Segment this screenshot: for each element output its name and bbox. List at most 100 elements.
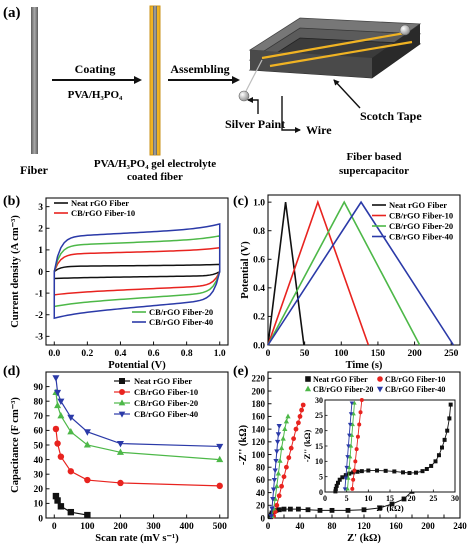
inset-data-point [375, 468, 379, 473]
inset-data-point [407, 470, 412, 475]
legend-marker [376, 386, 384, 393]
inset-data-point [353, 459, 358, 464]
panel-b-cv-chart: (b) 0.0 0.2 0.4 0.6 0.8 1.0 -3 -2 -1 0 1 2 3 Potential… [3, 194, 229, 371]
cv-curve [53, 234, 221, 308]
data-point [116, 448, 124, 455]
data-point [296, 420, 301, 426]
inset-data-point [348, 412, 354, 417]
y-axis-label: Current density (A cm⁻³) [10, 215, 21, 328]
x-tick-label: 0.4 [115, 349, 127, 359]
legend-entry: CB/rGO Fiber-40 [149, 317, 213, 327]
silver-paint-label: Silver Paint [225, 117, 285, 131]
data-point [276, 507, 282, 513]
legend-marker [304, 385, 312, 392]
data-point [274, 502, 280, 508]
x-axis-label: Scan rate (mV s⁻¹) [95, 533, 179, 544]
coated-fiber-label-2: coated fiber [127, 171, 183, 183]
data-point [117, 479, 124, 487]
data-point [282, 426, 288, 432]
x-axis-label: Time (s) [346, 360, 383, 371]
data-point [275, 470, 282, 476]
x-tick-label: 1.0 [214, 349, 226, 359]
data-point [283, 418, 290, 424]
data-point [67, 428, 75, 435]
data-point [288, 445, 294, 451]
device-label-1: Fiber based [346, 151, 401, 163]
y-tick-label: 160 [252, 412, 266, 422]
inset-data-point [357, 422, 362, 427]
device-label-2: supercapacitor [339, 165, 409, 177]
x-tick-label: 100 [334, 349, 349, 359]
data-point [54, 401, 62, 409]
inset-data-point [348, 443, 354, 448]
coating-sub-label: PVA/H₃PO₄ [68, 89, 123, 101]
x-tick-label: 400 [180, 522, 195, 532]
y-tick-label: 0.4 [253, 284, 265, 294]
inset-x-tick-label: 20 [408, 494, 416, 503]
inset-data-point [442, 437, 447, 442]
panel-c-gcd-chart: (c) 0 50 100 150 200 250 0.0 0.2 0.4 0.6 0.8 1.0 Time… [233, 194, 461, 371]
data-point [281, 506, 287, 512]
cv-curve [53, 222, 221, 320]
data-point [280, 435, 286, 441]
data-point [300, 402, 306, 408]
data-point [54, 497, 61, 504]
panel-a-label: (a) [3, 5, 21, 21]
x-tick-label: 80 [328, 521, 338, 531]
data-point [84, 476, 91, 484]
y-tick-label: 10 [34, 500, 44, 510]
legend-entry: Neat rGO Fiber [71, 198, 129, 208]
inset-y-tick-label: 30 [315, 396, 323, 405]
data-point [54, 440, 61, 447]
data-point [299, 407, 304, 413]
inset-x-axis-label: Z' (kΩ) [376, 503, 404, 513]
data-point [67, 508, 75, 516]
y-tick-label: 200 [252, 386, 266, 396]
inset-data-point [347, 422, 353, 427]
y-tick-label: 40 [256, 488, 266, 498]
x-tick-label: 0.2 [81, 349, 93, 359]
y-tick-label: 3 [38, 203, 43, 213]
data-point [54, 389, 62, 397]
legend-entry: CB/rGO Fiber-40 [134, 409, 198, 419]
inset-data-point [333, 489, 338, 494]
tape-front [250, 50, 372, 78]
y-tick-label: 60 [34, 427, 44, 437]
bare-fiber [31, 7, 38, 154]
x-tick-label: 250 [444, 349, 459, 359]
data-point [274, 483, 280, 489]
data-point [52, 425, 60, 433]
inset-x-tick-label: 10 [364, 494, 372, 503]
x-axis-label: Z' (kΩ) [347, 533, 381, 544]
legend-marker [119, 378, 125, 384]
data-point [84, 511, 91, 519]
panel-e-nyquist-chart: (e)0 40 80 120 160 200 24002040608010012014016… [233, 364, 467, 544]
x-tick-label: 0.0 [48, 349, 60, 359]
inset-data-point [420, 469, 425, 474]
data-point [389, 501, 395, 507]
y-tick-label: 90 [34, 383, 44, 393]
inset-y-tick-label: 25 [315, 411, 323, 420]
plot-frame [267, 194, 461, 346]
inset-data-point [433, 459, 438, 464]
panel-label: (b) [3, 194, 20, 209]
inset-x-tick-label: 0 [323, 494, 327, 503]
inset-data-point [344, 465, 349, 470]
data-point [57, 453, 65, 460]
inset-data-point [349, 401, 355, 406]
x-tick-label: 160 [389, 521, 403, 531]
coated-fiber-label-1: PVA/H₃PO₄ gel electrolyte [94, 158, 216, 170]
x-axis-label: Potential (V) [108, 360, 166, 371]
inset-data-point [440, 445, 444, 450]
y-tick-label: 1.0 [253, 198, 265, 208]
data-point [276, 493, 282, 499]
y-tick-label: 50 [34, 441, 44, 451]
inset-data-point [345, 455, 350, 460]
x-tick-label: 0.6 [148, 349, 160, 359]
data-point [269, 506, 275, 512]
data-point [296, 506, 301, 512]
y-tick-label: -3 [35, 333, 43, 343]
y-tick-label: 0 [38, 514, 43, 524]
legend-entry: Neat rGO Fiber [313, 375, 368, 384]
legend-entry: CB/rGO Fiber-10 [134, 387, 198, 397]
